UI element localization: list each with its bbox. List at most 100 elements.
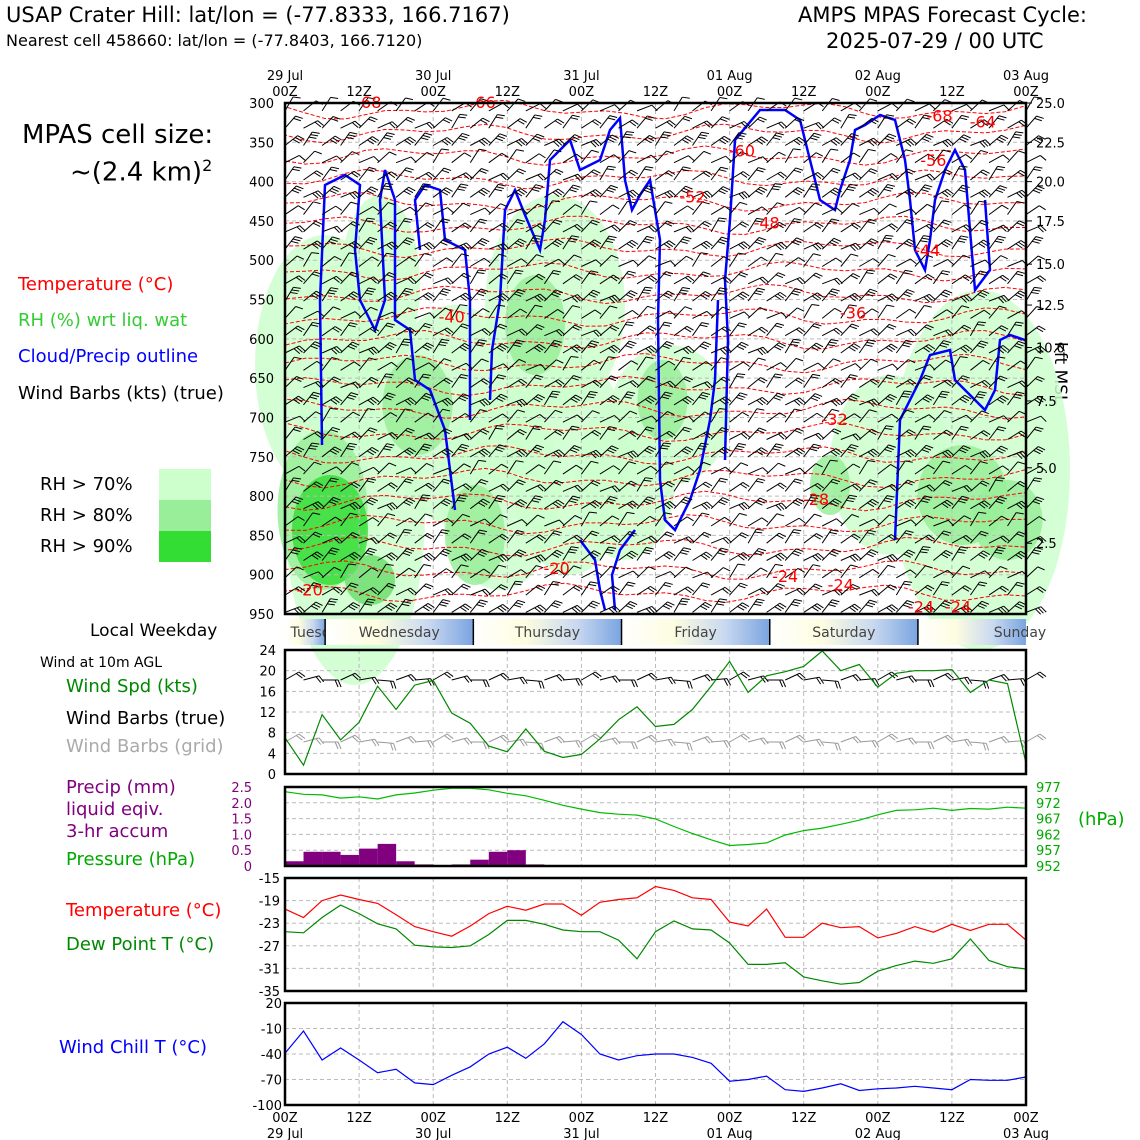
wind-barb [988,496,1007,510]
wind-barb [507,138,528,147]
wind-barb [488,363,510,371]
top-day-label: 31 Jul [563,69,599,84]
wind-barb [321,466,343,475]
temp-tick-label: -31 [259,962,280,977]
wind-barb [970,239,991,250]
wind-barb [766,443,784,458]
wind-barb [747,567,768,579]
wind-barb [599,104,621,112]
wind-barb [377,563,394,579]
wind-barb [933,169,953,181]
wind-barb [414,412,435,423]
wind-barb [766,412,787,423]
pressure-tick-label: 972 [1036,797,1061,812]
wind-barb [859,207,880,216]
wind-barb [321,205,343,216]
nearest-cell: Nearest cell 458660: lat/lon = (-77.8403… [6,31,423,50]
wind-barb [840,483,862,492]
wind-barb [970,461,988,475]
wind-barb [673,325,694,337]
wind-barb [970,570,991,579]
wind-barb [599,184,618,198]
precip-bar [303,851,323,866]
wind-barb [840,494,858,509]
wind-barb [377,241,399,250]
wind-barb [284,395,306,406]
wind-barb [321,135,342,146]
wind-barb [1025,325,1046,337]
wind-barb [340,582,359,596]
wind-barb [414,552,436,562]
wind-barb [729,411,750,423]
wind-barb [951,204,972,215]
surface-wind-barb [729,733,750,743]
wind-barb [544,188,565,198]
wind-barb [710,407,727,423]
precip-tick-label: 0 [244,860,252,875]
wind-barb [692,190,714,200]
surface-wind-barb [470,679,490,688]
wind-barb [766,462,786,475]
wind10-tick-label: 20 [259,665,276,680]
wind-barb [766,202,785,215]
wind-barb [896,308,917,319]
wind-barb [951,495,970,510]
wind-barb [896,378,917,389]
wind-barb [821,207,843,216]
wind-barb [951,394,972,406]
wind-barb [636,115,655,129]
wind-barb [284,535,306,544]
wind-barb [655,500,676,510]
wind-barb [469,599,488,613]
isotherm-line [284,261,1026,282]
wind-barb [988,566,1008,579]
wind-barb [488,444,507,458]
wind-barb [692,571,714,579]
wind-barb [784,408,802,423]
wind-barb [543,390,561,406]
wind-barb [432,529,450,544]
wind-barb [284,135,305,146]
surface-wind-barb [322,741,342,750]
wind-barb [821,167,841,181]
wind-barb [729,271,749,285]
wind-barb [414,132,433,146]
wind-barb [395,338,412,354]
wind-barb [636,154,658,164]
wind-barb [284,255,305,267]
wind-barb [1025,154,1047,164]
wind-barb [506,218,525,233]
precip-tick-label: 1.5 [231,813,252,828]
wind-barb [988,305,1007,319]
wind-barb [951,235,969,250]
wind-barb [877,184,895,198]
wind-barb [655,341,674,354]
isotherm-label: -40 [439,308,465,327]
wind-barb [803,564,821,579]
wind-barb [933,600,952,613]
surface-wind-barb [488,734,510,743]
wind-barb [692,501,714,510]
wind-barb [673,306,693,319]
wind-barb [747,517,769,527]
wind-barb [821,339,839,354]
temp-tick-label: -23 [259,917,280,932]
wind-barb [784,377,805,388]
wind-barb [988,325,1009,337]
wind-barb [729,373,746,388]
wind-barb [303,120,324,129]
wind-barb [358,396,380,406]
wind-barb [692,271,711,285]
wind-barb [840,514,860,527]
wind-barb [784,357,804,371]
wind-barb [692,531,712,544]
wind-barb [692,131,710,146]
wind-barb [599,535,621,544]
pressure-tick-label: 300 [249,97,274,112]
wind-barb [821,358,841,371]
wind-barb [488,564,507,579]
wind-barb [877,293,899,302]
wind-barb [895,238,916,250]
wind-barb [747,256,768,267]
wind-barb [469,358,489,371]
